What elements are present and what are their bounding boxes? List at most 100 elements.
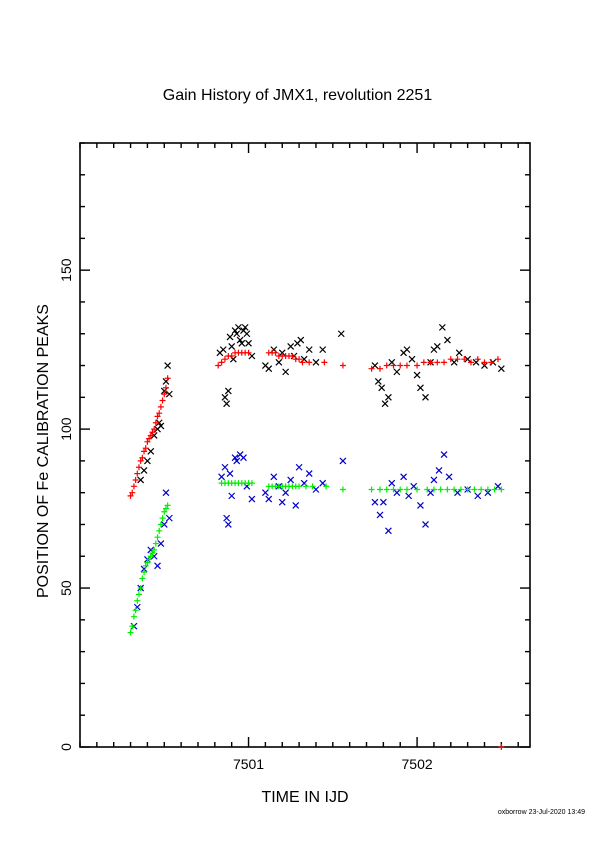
data-point xyxy=(443,336,451,344)
y-tick-label: 100 xyxy=(58,417,74,441)
series-3 xyxy=(127,480,505,636)
data-point xyxy=(437,486,444,493)
data-point xyxy=(484,489,492,497)
data-point xyxy=(337,330,345,338)
series-1 xyxy=(127,349,505,750)
data-point xyxy=(417,501,424,509)
data-point xyxy=(215,362,222,369)
data-point xyxy=(302,483,309,490)
footer-stamp: oxborrow 23-Jul-2020 13:49 xyxy=(497,809,585,816)
data-point xyxy=(161,391,168,398)
data-point xyxy=(379,498,387,506)
data-point xyxy=(377,365,383,372)
data-point xyxy=(248,495,256,503)
data-point xyxy=(368,486,375,493)
data-point xyxy=(481,362,488,369)
data-point xyxy=(141,448,148,455)
data-point xyxy=(135,464,142,471)
data-point xyxy=(498,486,505,493)
data-point xyxy=(414,486,421,493)
data-point xyxy=(376,511,384,519)
data-point xyxy=(414,362,421,369)
data-point xyxy=(157,422,165,430)
data-point xyxy=(245,349,252,356)
y-tick-label: 50 xyxy=(58,580,74,596)
data-point xyxy=(444,486,451,493)
data-point xyxy=(491,486,498,493)
data-point xyxy=(464,486,471,493)
data-point xyxy=(261,489,269,497)
data-point xyxy=(381,400,389,408)
data-point xyxy=(142,445,149,452)
data-point xyxy=(296,483,303,490)
data-point xyxy=(390,362,397,369)
data-point xyxy=(142,562,149,569)
data-point xyxy=(270,473,278,481)
data-point xyxy=(424,486,431,493)
data-point xyxy=(410,482,418,490)
data-point xyxy=(287,476,295,484)
data-point xyxy=(474,492,482,500)
data-point xyxy=(434,359,441,366)
data-point xyxy=(471,486,478,493)
data-point xyxy=(287,343,295,350)
data-point xyxy=(156,410,163,417)
data-point xyxy=(408,355,416,363)
data-point xyxy=(228,492,236,500)
data-point xyxy=(445,473,453,481)
data-point xyxy=(321,359,328,366)
data-point xyxy=(488,359,495,366)
data-point xyxy=(226,470,234,478)
data-point xyxy=(157,540,165,547)
data-point xyxy=(464,355,472,363)
data-point xyxy=(282,489,290,497)
data-point xyxy=(441,359,448,366)
data-point xyxy=(159,397,166,404)
data-point xyxy=(265,365,273,373)
axis-ticks xyxy=(79,142,530,748)
data-point xyxy=(238,339,246,347)
data-point xyxy=(457,486,464,493)
data-point xyxy=(427,489,434,497)
data-point xyxy=(297,336,305,344)
data-point xyxy=(397,362,404,369)
data-point xyxy=(149,429,156,436)
data-point xyxy=(292,501,300,509)
data-point xyxy=(388,479,396,487)
series-2 xyxy=(130,451,502,630)
data-point xyxy=(400,473,408,481)
data-point xyxy=(440,451,448,458)
data-point xyxy=(147,432,154,439)
data-point xyxy=(371,362,379,369)
data-point xyxy=(498,744,505,750)
data-point xyxy=(147,447,155,455)
data-point xyxy=(151,426,158,433)
data-point xyxy=(233,330,241,338)
x-axis-label: TIME IN IJD xyxy=(261,789,349,806)
data-point xyxy=(221,393,229,401)
data-point xyxy=(143,457,151,465)
data-point xyxy=(275,358,283,366)
data-point xyxy=(319,479,327,487)
data-point xyxy=(427,359,434,366)
data-point xyxy=(339,486,346,493)
data-point xyxy=(497,365,505,373)
data-point xyxy=(245,339,252,347)
data-point xyxy=(137,476,145,484)
data-point xyxy=(223,514,231,522)
data-point xyxy=(135,591,142,598)
data-point xyxy=(393,489,401,497)
data-point xyxy=(159,515,166,522)
data-point xyxy=(319,346,327,354)
data-point xyxy=(243,330,251,338)
data-point xyxy=(478,486,485,493)
data-point xyxy=(151,546,158,553)
data-point xyxy=(405,492,413,500)
data-point xyxy=(130,613,137,620)
data-point xyxy=(371,498,379,506)
data-point xyxy=(219,346,227,354)
data-point xyxy=(164,375,171,382)
data-point xyxy=(165,390,173,398)
data-point xyxy=(422,393,429,401)
